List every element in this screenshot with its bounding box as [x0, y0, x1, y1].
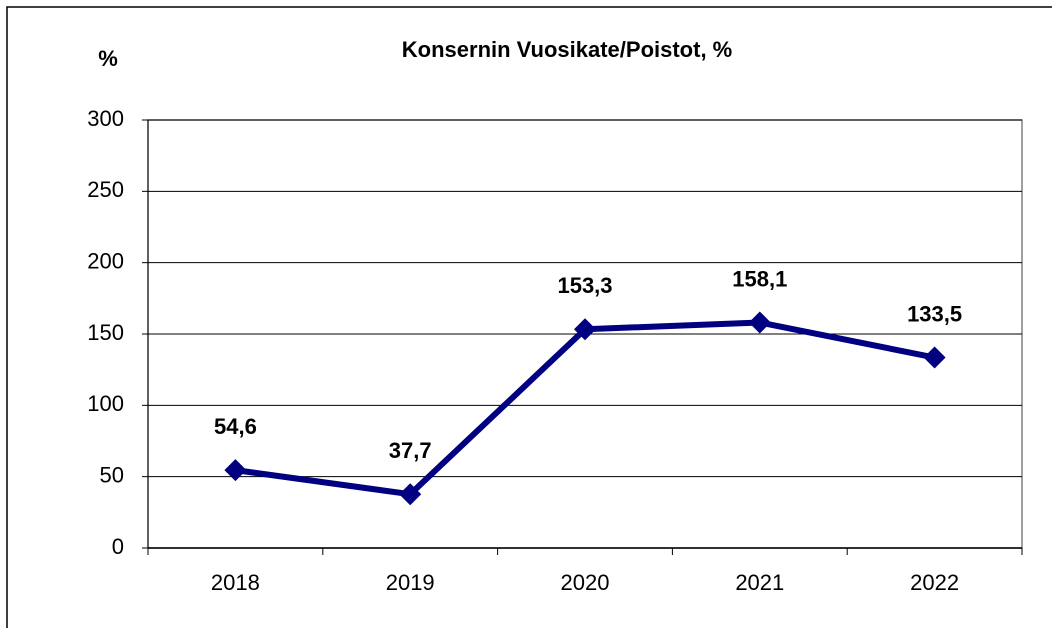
data-point — [399, 483, 422, 506]
chart-title: Konsernin Vuosikate/Poistot, % — [402, 37, 732, 62]
data-point — [574, 318, 596, 341]
y-tick-label: 300 — [87, 106, 124, 131]
y-tick-label: 0 — [112, 534, 124, 559]
y-axis-label: % — [98, 46, 118, 71]
y-tick-label: 50 — [100, 462, 124, 487]
x-tick-label: 2019 — [386, 570, 435, 595]
data-label: 158,1 — [732, 266, 787, 291]
data-point — [748, 311, 771, 334]
data-label: 37,7 — [389, 438, 432, 463]
data-label: 54,6 — [214, 414, 257, 439]
y-tick-label: 100 — [87, 391, 124, 416]
y-tick-label: 250 — [87, 177, 124, 202]
x-tick-label: 2020 — [561, 570, 610, 595]
x-tick-label: 2022 — [910, 570, 959, 595]
x-tick-label: 2021 — [735, 570, 784, 595]
data-label: 133,5 — [907, 301, 962, 326]
data-point — [224, 459, 247, 482]
data-label: 153,3 — [557, 273, 612, 298]
x-tick-label: 2018 — [211, 570, 260, 595]
y-tick-label: 150 — [87, 320, 124, 345]
y-tick-label: 200 — [87, 248, 124, 273]
data-point — [923, 346, 946, 369]
